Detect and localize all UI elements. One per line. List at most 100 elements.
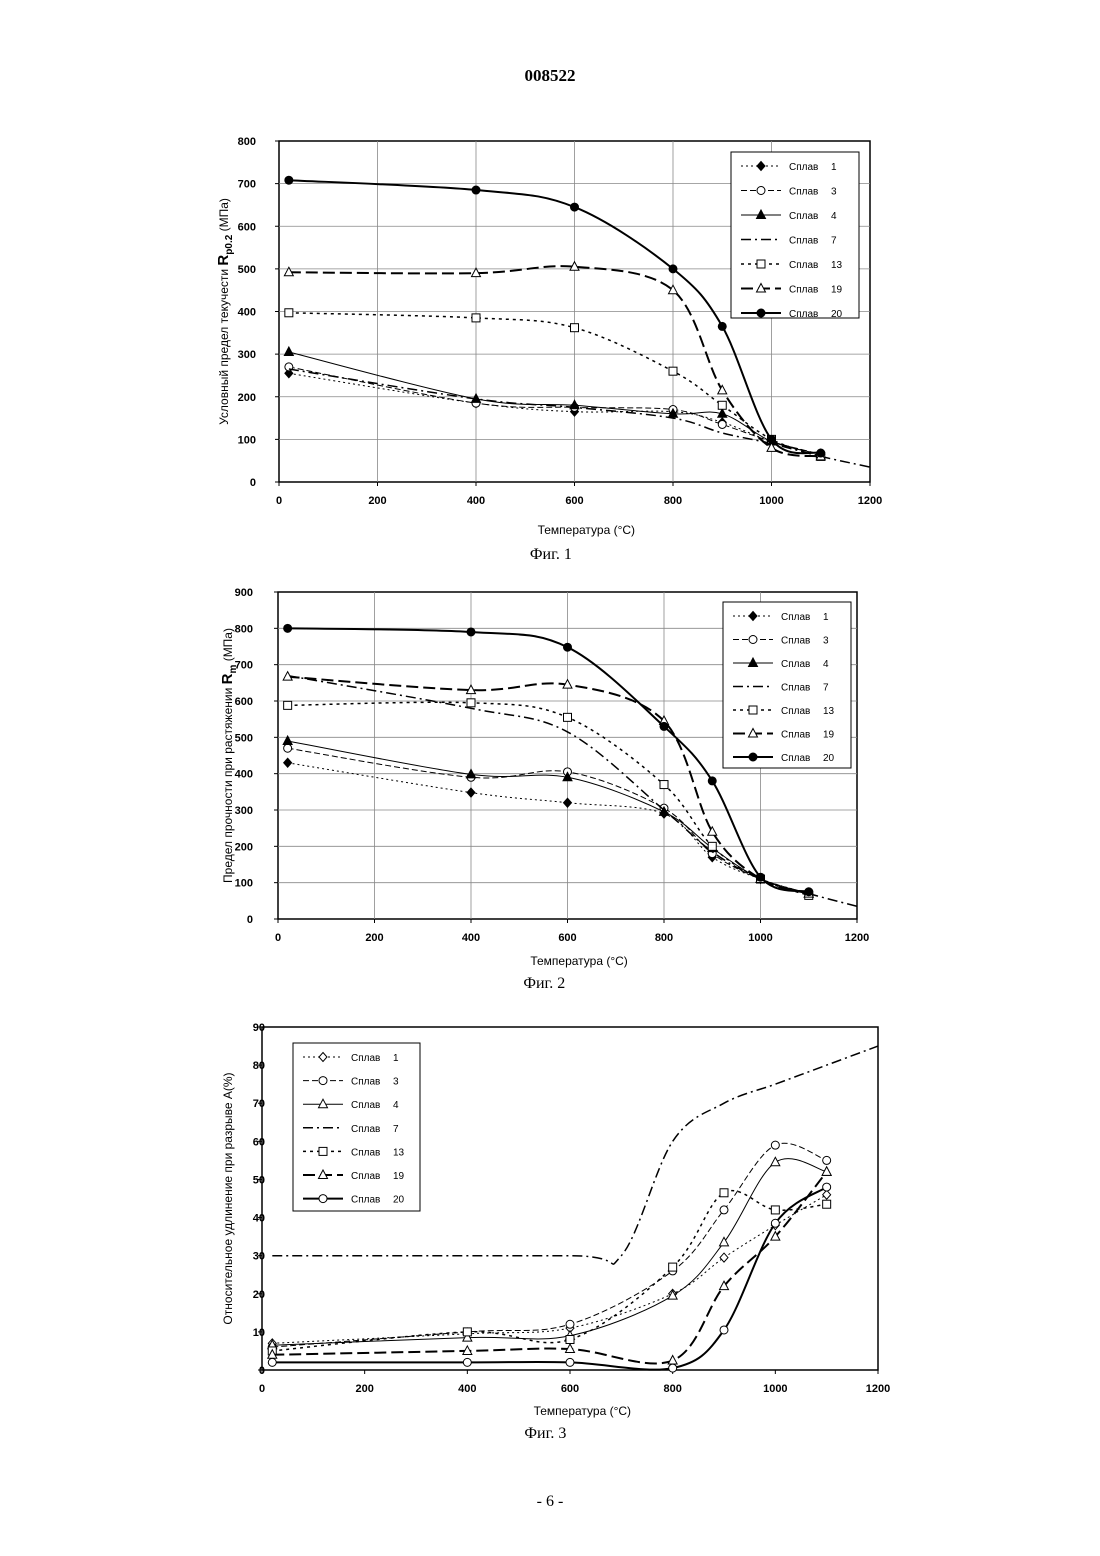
x-tick-label: 200	[365, 932, 383, 944]
data-point	[660, 722, 668, 730]
legend-label: Сплав	[781, 683, 810, 694]
legend-number: 19	[823, 730, 835, 741]
y-tick-label: 500	[238, 264, 256, 276]
legend-label: Сплав	[789, 309, 818, 320]
y-tick-label: 400	[238, 307, 256, 319]
data-point	[472, 186, 480, 194]
legend-number: 13	[393, 1147, 405, 1158]
data-point	[757, 873, 765, 881]
data-point	[284, 744, 292, 752]
y-tick-label: 900	[235, 587, 253, 599]
chart-yield-strength: 0100200300400500600700800020040060080010…	[0, 125, 1100, 565]
data-point	[571, 324, 579, 332]
data-point	[718, 420, 726, 428]
x-tick-label: 1000	[759, 495, 783, 507]
data-point	[467, 628, 475, 636]
x-axis-title: Температура (°С)	[530, 954, 627, 968]
legend-number: 1	[831, 162, 837, 173]
y-tick-label: 100	[235, 878, 253, 890]
y-tick-label: 50	[253, 1174, 265, 1186]
legend-marker	[749, 706, 757, 714]
y-tick-label: 500	[235, 732, 253, 744]
legend-label: Сплав	[351, 1077, 380, 1088]
y-tick-label: 100	[238, 434, 256, 446]
legend: Сплав1Сплав3Сплав4Сплав7Сплав13Сплав19Сп…	[293, 1043, 420, 1211]
legend-label: Сплав	[351, 1100, 380, 1111]
y-tick-label: 300	[235, 805, 253, 817]
data-point	[669, 1364, 677, 1372]
figure-caption: Фиг. 2	[523, 975, 565, 992]
legend-label: Сплав	[789, 236, 818, 247]
y-tick-label: 90	[253, 1022, 265, 1034]
y-tick-label: 30	[253, 1251, 265, 1263]
x-tick-label: 600	[558, 932, 576, 944]
legend-number: 3	[823, 636, 829, 647]
figure-caption: Фиг. 3	[524, 1425, 566, 1442]
legend-number: 7	[393, 1124, 399, 1135]
y-tick-label: 0	[250, 477, 256, 489]
page-number: 008522	[0, 66, 1100, 86]
data-point	[823, 1200, 831, 1208]
x-tick-label: 400	[462, 932, 480, 944]
legend-number: 4	[823, 659, 829, 670]
x-tick-label: 600	[565, 495, 583, 507]
legend-number: 7	[831, 236, 837, 247]
data-point	[771, 1141, 779, 1149]
x-tick-label: 400	[467, 495, 485, 507]
legend-marker	[319, 1195, 327, 1203]
data-point	[720, 1326, 728, 1334]
x-tick-label: 800	[655, 932, 673, 944]
data-point	[463, 1328, 471, 1336]
x-tick-label: 600	[561, 1383, 579, 1395]
legend-number: 13	[831, 260, 843, 271]
data-point	[284, 624, 292, 632]
legend-number: 4	[831, 211, 837, 222]
data-point	[708, 842, 716, 850]
data-point	[268, 1358, 276, 1366]
data-point	[720, 1206, 728, 1214]
x-tick-label: 200	[368, 495, 386, 507]
data-point	[720, 1189, 728, 1197]
data-point	[571, 203, 579, 211]
legend-label: Сплав	[351, 1124, 380, 1135]
legend-marker	[319, 1147, 327, 1155]
legend-number: 3	[393, 1077, 399, 1088]
x-tick-label: 1000	[748, 932, 772, 944]
data-point	[467, 699, 475, 707]
data-point	[564, 713, 572, 721]
legend-marker	[749, 636, 757, 644]
x-tick-label: 0	[275, 932, 281, 944]
x-tick-label: 400	[458, 1383, 476, 1395]
x-tick-label: 1200	[845, 932, 869, 944]
y-tick-label: 200	[235, 841, 253, 853]
x-tick-label: 200	[355, 1383, 373, 1395]
legend-number: 20	[831, 309, 843, 320]
data-point	[823, 1156, 831, 1164]
data-point	[771, 1206, 779, 1214]
y-tick-label: 600	[238, 221, 256, 233]
legend-label: Сплав	[789, 285, 818, 296]
legend-marker	[757, 260, 765, 268]
data-point	[566, 1320, 574, 1328]
legend-label: Сплав	[789, 162, 818, 173]
legend-label: Сплав	[781, 612, 810, 623]
y-tick-label: 70	[253, 1098, 265, 1110]
legend-number: 19	[393, 1171, 405, 1182]
legend-number: 19	[831, 285, 843, 296]
y-axis-title: Условный предел текучести Rp0.2 (МПа)	[215, 198, 235, 425]
data-point	[817, 449, 825, 457]
legend-label: Сплав	[351, 1171, 380, 1182]
legend-label: Сплав	[781, 753, 810, 764]
y-tick-label: 20	[253, 1289, 265, 1301]
figure-caption: Фиг. 1	[530, 546, 572, 563]
legend-marker	[757, 187, 765, 195]
data-point	[823, 1183, 831, 1191]
y-tick-label: 800	[238, 136, 256, 148]
legend-number: 20	[393, 1195, 405, 1206]
chart-elongation: 0102030405060708090020040060080010001200…	[0, 1015, 1100, 1445]
legend-marker	[319, 1077, 327, 1085]
data-point	[669, 265, 677, 273]
y-axis-title: Относительное удлинение при разрыве А(%)	[221, 1072, 235, 1324]
data-point	[771, 1219, 779, 1227]
legend: Сплав1Сплав3Сплав4Сплав7Сплав13Сплав19Сп…	[731, 152, 859, 320]
